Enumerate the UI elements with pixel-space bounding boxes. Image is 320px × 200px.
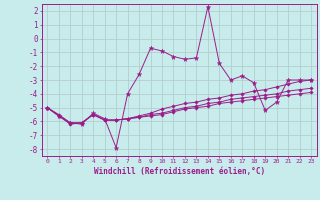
- X-axis label: Windchill (Refroidissement éolien,°C): Windchill (Refroidissement éolien,°C): [94, 167, 265, 176]
